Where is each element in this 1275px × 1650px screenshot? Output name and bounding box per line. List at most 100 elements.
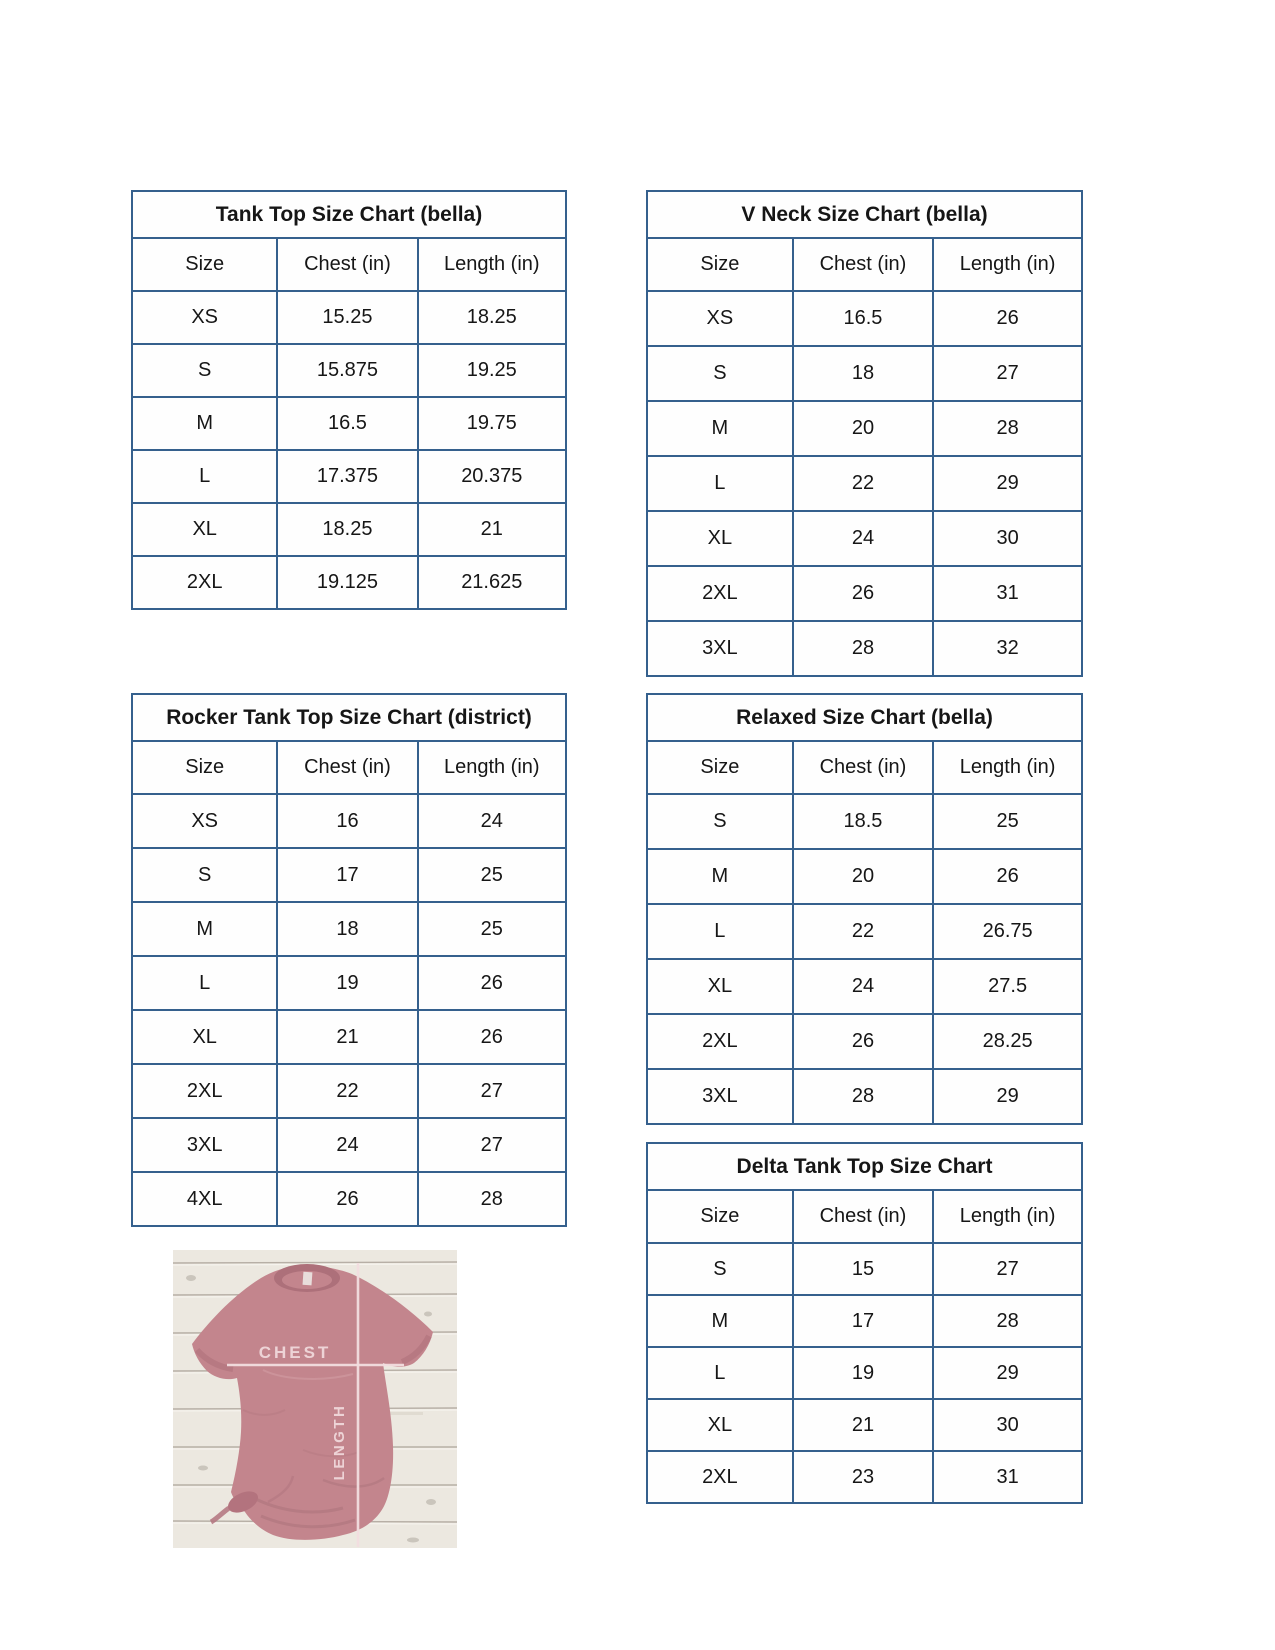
length-cell: 29 <box>932 1346 1083 1400</box>
chest-cell: 20 <box>791 400 935 457</box>
size-cell: 3XL <box>646 620 794 677</box>
tank-top-size-chart-table: Tank Top Size Chart (bella) Size Chest (in… <box>130 190 568 610</box>
table-title: Rocker Tank Top Size Chart (district) <box>131 693 567 742</box>
table-row: L 19 29 <box>646 1346 1083 1400</box>
size-cell: S <box>130 343 279 398</box>
length-cell: 26 <box>416 1009 568 1065</box>
table-row: XL 24 30 <box>646 510 1083 567</box>
length-cell: 28 <box>416 1171 568 1227</box>
column-header: Chest (in) <box>791 237 935 292</box>
chest-cell: 16.5 <box>276 396 419 451</box>
size-cell: XS <box>130 793 279 849</box>
table-row: 3XL 28 29 <box>646 1068 1083 1125</box>
length-cell: 30 <box>932 1398 1083 1452</box>
relaxed-size-chart-table: Relaxed Size Chart (bella) Size Chest (in)… <box>646 693 1083 1125</box>
size-cell: 3XL <box>130 1117 279 1173</box>
chest-cell: 22 <box>791 455 935 512</box>
chest-cell: 19 <box>276 955 419 1011</box>
size-cell: XL <box>646 510 794 567</box>
size-cell: 2XL <box>130 1063 279 1119</box>
table-row: S 18.5 25 <box>646 793 1083 850</box>
length-cell: 29 <box>932 455 1083 512</box>
size-cell: L <box>130 955 279 1011</box>
length-cell: 27 <box>416 1117 568 1173</box>
column-header: Length (in) <box>932 1189 1083 1244</box>
chest-cell: 21 <box>791 1398 935 1452</box>
length-cell: 28 <box>932 400 1083 457</box>
table-row: 2XL 26 31 <box>646 565 1083 622</box>
length-cell: 28.25 <box>932 1013 1083 1070</box>
chest-cell: 22 <box>276 1063 419 1119</box>
length-cell: 21.625 <box>416 555 568 610</box>
length-cell: 26 <box>932 290 1083 347</box>
size-cell: S <box>130 847 279 903</box>
length-label: LENGTH <box>331 1404 348 1481</box>
chest-cell: 20 <box>791 848 935 905</box>
length-cell: 27 <box>932 1242 1083 1296</box>
column-header: Size <box>646 1189 794 1244</box>
column-header: Size <box>646 740 794 795</box>
column-header: Length (in) <box>932 237 1083 292</box>
size-cell: 4XL <box>130 1171 279 1227</box>
chest-label: CHEST <box>259 1343 332 1362</box>
column-header: Chest (in) <box>276 237 419 292</box>
rocker-tank-top-district: Rocker Tank Top Size Chart (district) Siz… <box>130 693 568 1227</box>
chest-cell: 19.125 <box>276 555 419 610</box>
v-neck-size-chart-table: V Neck Size Chart (bella) Size Chest (in) L… <box>646 190 1083 677</box>
chest-cell: 28 <box>791 620 935 677</box>
size-cell: XL <box>130 1009 279 1065</box>
table-row: M 20 28 <box>646 400 1083 457</box>
size-cell: S <box>646 345 794 402</box>
header-row: Size Chest (in) Length (in) <box>130 740 568 795</box>
chest-cell: 18.25 <box>276 502 419 557</box>
table-row: 2XL 22 27 <box>130 1063 568 1119</box>
column-header: Length (in) <box>416 237 568 292</box>
length-cell: 26 <box>932 848 1083 905</box>
length-cell: 24 <box>416 793 568 849</box>
table-row: M 20 26 <box>646 848 1083 905</box>
column-header: Chest (in) <box>791 740 935 795</box>
table-row: L 19 26 <box>130 955 568 1011</box>
length-cell: 27.5 <box>932 958 1083 1015</box>
tshirt-graphic <box>192 1264 433 1540</box>
length-cell: 25 <box>932 793 1083 850</box>
column-header: Chest (in) <box>791 1189 935 1244</box>
delta-tank-top-size-chart-table: Delta Tank Top Size Chart Size Chest (in) L… <box>646 1142 1083 1504</box>
chest-cell: 28 <box>791 1068 935 1125</box>
table-row: S 18 27 <box>646 345 1083 402</box>
table-row: 4XL 26 28 <box>130 1171 568 1227</box>
chest-cell: 26 <box>791 1013 935 1070</box>
table-row: L 22 26.75 <box>646 903 1083 960</box>
header-row: Size Chest (in) Length (in) <box>646 740 1083 795</box>
column-header: Chest (in) <box>276 740 419 795</box>
size-cell: 2XL <box>130 555 279 610</box>
chest-cell: 19 <box>791 1346 935 1400</box>
length-cell: 30 <box>932 510 1083 567</box>
table-row: S 17 25 <box>130 847 568 903</box>
table-row: 2XL 19.125 21.625 <box>130 555 568 610</box>
measurement-overlay: CHEST LENGTH <box>227 1263 404 1547</box>
size-cell: M <box>130 396 279 451</box>
table-row: L 22 29 <box>646 455 1083 512</box>
relaxed-bella: Relaxed Size Chart (bella) Size Chest (in)… <box>646 693 1083 1125</box>
header-row: Size Chest (in) Length (in) <box>646 237 1083 292</box>
size-cell: M <box>646 848 794 905</box>
size-cell: 2XL <box>646 565 794 622</box>
chest-cell: 21 <box>276 1009 419 1065</box>
length-cell: 25 <box>416 901 568 957</box>
chest-cell: 17.375 <box>276 449 419 504</box>
column-header: Length (in) <box>932 740 1083 795</box>
length-cell: 18.25 <box>416 290 568 345</box>
column-header: Size <box>646 237 794 292</box>
size-cell: XS <box>130 290 279 345</box>
chest-cell: 15 <box>791 1242 935 1296</box>
chest-cell: 24 <box>276 1117 419 1173</box>
table-row: S 15 27 <box>646 1242 1083 1296</box>
size-cell: M <box>646 400 794 457</box>
table-row: XS 16 24 <box>130 793 568 849</box>
chest-cell: 24 <box>791 510 935 567</box>
length-cell: 20.375 <box>416 449 568 504</box>
length-cell: 21 <box>416 502 568 557</box>
length-cell: 19.25 <box>416 343 568 398</box>
table-row: XS 15.25 18.25 <box>130 290 568 345</box>
